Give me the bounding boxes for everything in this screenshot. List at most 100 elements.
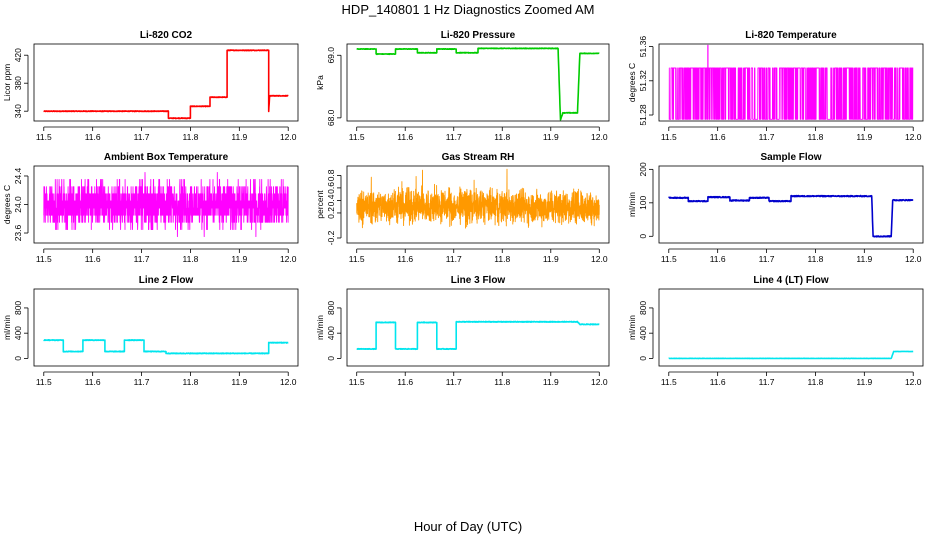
x-tick-label: 11.8 (182, 254, 198, 264)
x-tick-label: 11.6 (85, 254, 101, 264)
x-tick-label: 12.0 (280, 377, 297, 387)
panel-line-4-lt-flow: Line 4 (LT) Flow ml/min 11.5 11.6 11.7 11.8 11… (627, 275, 924, 387)
panel-title: Ambient Box Temperature (104, 152, 229, 163)
x-tick-label: 11.8 (494, 377, 510, 387)
x-tick-label: 11.5 (349, 132, 365, 142)
x-tick-label: 11.5 (349, 254, 365, 264)
panel-sample-flow: Sample Flow ml/min 11.5 11.6 11.7 11.8 11.9 12.… (627, 152, 924, 264)
x-tick-label: 11.9 (231, 132, 247, 142)
data-series-line (668, 350, 914, 360)
plot-frame (33, 165, 299, 244)
x-tick-label: 11.9 (231, 377, 247, 387)
y-tick-label: 23.6 (13, 224, 23, 241)
panel-title: Line 2 Flow (139, 275, 194, 286)
x-tick-label: 11.6 (710, 377, 726, 387)
y-axis-label: degrees C (2, 185, 12, 224)
plot-frame (33, 43, 299, 122)
plot-frame (346, 43, 610, 122)
plot-frame (658, 288, 924, 367)
x-tick-label: 11.5 (36, 254, 52, 264)
x-tick-label: 11.8 (807, 377, 823, 387)
x-tick-label: 11.7 (446, 254, 462, 264)
y-tick-label: 0.6 (326, 182, 336, 194)
panel-line-3-flow: Line 3 Flow ml/min 11.5 11.6 11.7 11.8 11.9 12.… (315, 275, 610, 387)
y-tick-label: 51.32 (638, 70, 648, 92)
y-tick-label: 0.8 (326, 169, 336, 181)
panel-grid: Li-820 CO2 Licor ppm 11.5 11.6 11.7 11.8 11.9 1… (2, 30, 924, 387)
x-tick-label: 11.8 (807, 132, 823, 142)
data-series-line (668, 194, 914, 238)
x-tick-label: 11.6 (397, 254, 413, 264)
y-axis-label: ml/min (2, 315, 12, 340)
y-tick-label: 69.0 (326, 47, 336, 64)
y-tick-label: 420 (13, 48, 23, 62)
x-tick-label: 11.7 (134, 254, 150, 264)
plot-frame (33, 288, 299, 367)
y-tick-label: 200 (638, 162, 648, 176)
y-tick-label: 400 (326, 326, 336, 340)
x-tick-label: 12.0 (591, 377, 608, 387)
y-axis-label: ml/min (315, 315, 325, 340)
x-tick-label: 11.9 (543, 377, 559, 387)
data-series-line (43, 49, 289, 120)
data-series-line (43, 171, 289, 238)
x-tick-label: 11.7 (759, 377, 775, 387)
plot-frame (346, 288, 610, 367)
x-tick-label: 12.0 (280, 132, 297, 142)
x-tick-label: 12.0 (280, 254, 297, 264)
x-tick-label: 12.0 (905, 377, 922, 387)
y-tick-label: 800 (638, 301, 648, 315)
y-tick-label: 340 (13, 104, 23, 118)
y-tick-label: 0 (638, 234, 648, 239)
x-tick-label: 11.7 (759, 254, 775, 264)
x-tick-label: 11.5 (661, 132, 677, 142)
panel-title: Line 3 Flow (451, 275, 506, 286)
x-tick-label: 11.9 (231, 254, 247, 264)
x-tick-label: 11.9 (856, 377, 872, 387)
plot-frame (658, 43, 924, 122)
x-tick-label: 11.5 (661, 254, 677, 264)
x-tick-label: 11.9 (543, 254, 559, 264)
y-tick-label: 400 (13, 326, 23, 340)
y-tick-label: -0.2 (326, 230, 336, 245)
x-tick-label: 11.8 (182, 132, 198, 142)
x-tick-label: 11.6 (397, 377, 413, 387)
panel-title: Li-820 Temperature (745, 30, 837, 41)
y-axis-label: ml/min (627, 192, 637, 217)
x-tick-label: 12.0 (905, 132, 922, 142)
panel-line-2-flow: Line 2 Flow ml/min 11.5 11.6 11.7 11.8 11.9 12.… (2, 275, 299, 387)
y-tick-label: 100 (638, 195, 648, 209)
y-tick-label: 24.0 (13, 196, 23, 213)
y-tick-label: 380 (13, 76, 23, 90)
x-tick-label: 11.8 (182, 377, 198, 387)
x-tick-label: 11.7 (759, 132, 775, 142)
x-tick-label: 12.0 (905, 254, 922, 264)
y-tick-label: 51.36 (638, 36, 648, 58)
y-tick-label: 0 (326, 356, 336, 361)
y-tick-label: 0 (638, 356, 648, 361)
panel-li-820-temperature: Li-820 Temperature degrees C 11.5 11.6 11.7 1… (627, 30, 924, 142)
figure-title: HDP_140801 1 Hz Diagnostics Zoomed AM (342, 2, 595, 17)
x-tick-label: 11.7 (134, 132, 150, 142)
y-axis-label: Licor ppm (2, 64, 12, 101)
x-tick-label: 11.8 (494, 254, 510, 264)
x-tick-label: 11.9 (856, 254, 872, 264)
panel-li-820-pressure: Li-820 Pressure kPa 11.5 11.6 11.7 11.8 11.9 12… (315, 30, 610, 142)
y-tick-label: 68.0 (326, 109, 336, 126)
x-tick-label: 11.6 (397, 132, 413, 142)
panel-li-820-co2: Li-820 CO2 Licor ppm 11.5 11.6 11.7 11.8 11.9 1… (2, 30, 299, 142)
y-axis-label: kPa (315, 75, 325, 90)
panel-title: Sample Flow (760, 152, 821, 163)
x-tick-label: 11.8 (807, 254, 823, 264)
x-tick-label: 11.6 (710, 132, 726, 142)
y-tick-label: 0 (13, 356, 23, 361)
x-tick-label: 11.5 (36, 132, 52, 142)
y-tick-label: 0.2 (326, 207, 336, 219)
x-tick-label: 11.6 (85, 132, 101, 142)
y-axis-label: degrees C (627, 63, 637, 102)
x-tick-label: 11.5 (661, 377, 677, 387)
x-tick-label: 11.8 (494, 132, 510, 142)
x-tick-label: 11.6 (85, 377, 101, 387)
figure-x-axis-label: Hour of Day (UTC) (414, 519, 522, 534)
